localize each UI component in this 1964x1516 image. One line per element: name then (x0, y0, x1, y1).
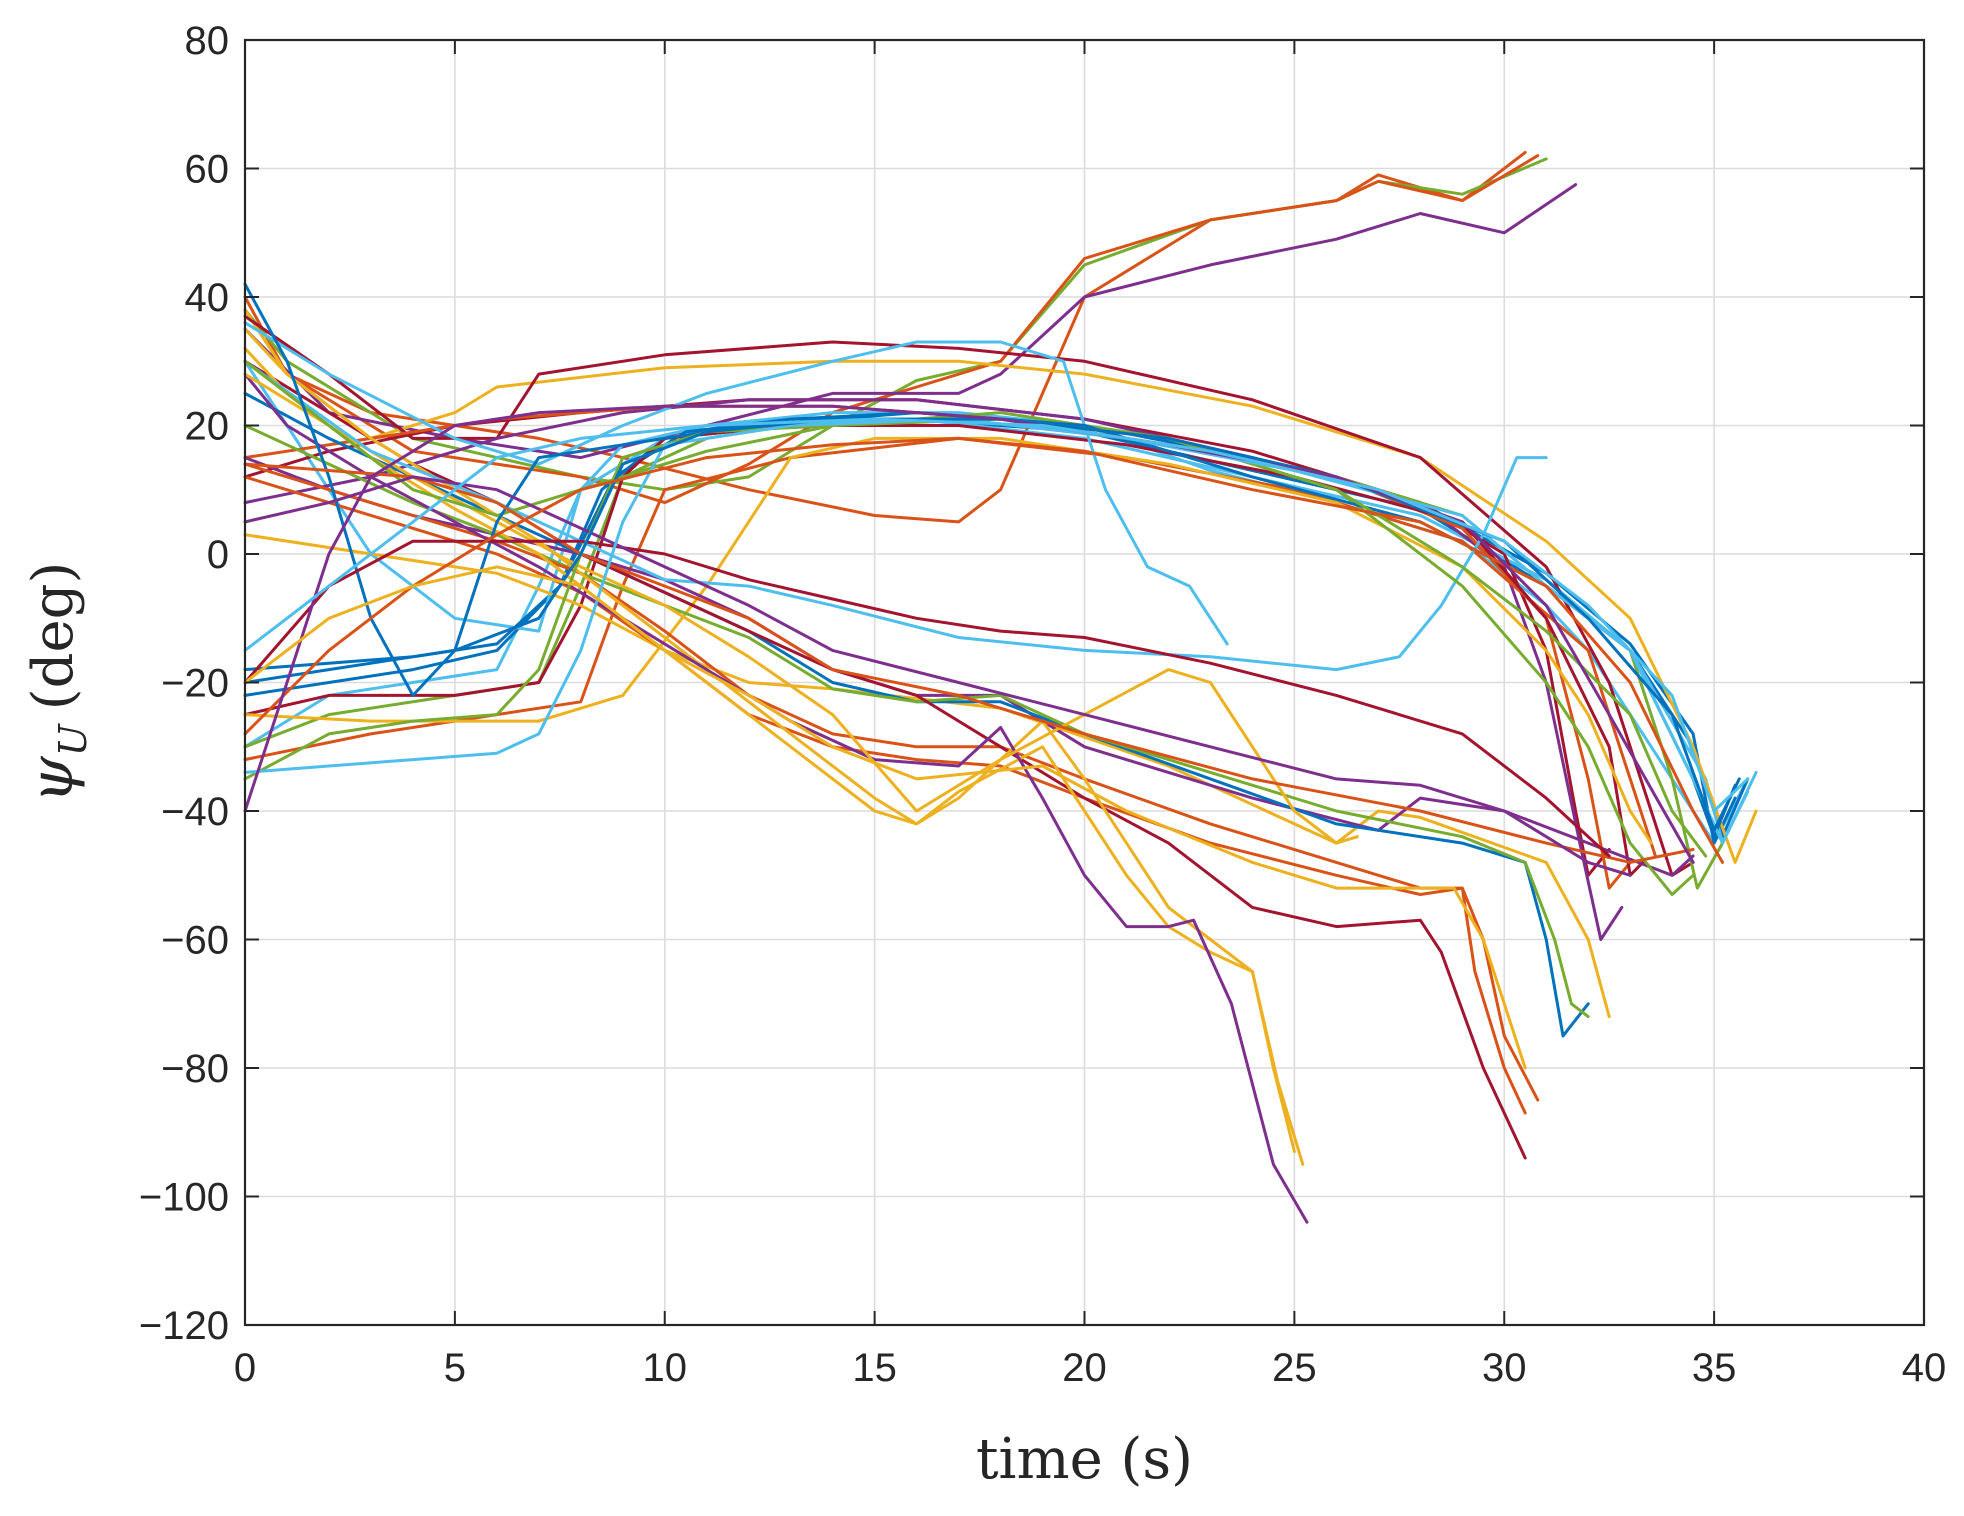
series-line-18 (243, 533, 1611, 1019)
series-line-27 (243, 372, 1309, 1224)
series-line-5 (243, 411, 1750, 845)
series-line-4 (243, 183, 1578, 460)
series-line-41 (243, 417, 1750, 813)
series-line-36 (243, 417, 1708, 858)
series-lines (243, 150, 1758, 1224)
series-line-42 (243, 565, 1527, 1070)
x-tick-label: 15 (852, 1346, 897, 1390)
y-tick-label: 80 (185, 19, 230, 63)
y-tick-labels: −120 −100 −80 −60 −40 −20 0 20 40 60 80 (139, 19, 229, 1348)
series-line-21 (243, 424, 1590, 1019)
y-axis-label-subscript: U (51, 722, 95, 756)
x-tick-label: 40 (1902, 1346, 1947, 1390)
series-line-33 (243, 462, 1695, 864)
y-tick-label: 20 (185, 405, 230, 449)
x-tick-label: 5 (444, 1346, 466, 1390)
y-tick-label: 40 (185, 276, 230, 320)
y-tick-label: −60 (161, 919, 229, 963)
x-tick-label: 25 (1272, 1346, 1317, 1390)
series-line-29 (243, 359, 1548, 672)
series-line-39 (243, 436, 1724, 864)
series-line-15 (243, 436, 1657, 858)
y-axis-label-symbol: ψ (17, 755, 87, 803)
y-axis-label-unit: (deg) (21, 562, 86, 711)
y-tick-label: −120 (139, 1304, 229, 1348)
y-axis-label: ψU (deg) (17, 562, 95, 804)
x-tick-label: 35 (1692, 1346, 1737, 1390)
series-line-37 (243, 417, 1750, 845)
y-tick-label: 0 (207, 533, 229, 577)
series-line-35 (243, 475, 1632, 877)
series-line-34 (243, 539, 1611, 858)
x-tick-labels: 0 5 10 15 20 25 30 35 40 (234, 1346, 1946, 1390)
x-tick-label: 20 (1062, 1346, 1107, 1390)
series-line-26 (243, 346, 1305, 1166)
y-tick-label: −40 (161, 790, 229, 834)
y-tick-label: 60 (185, 148, 230, 192)
series-line-16 (243, 424, 1645, 877)
y-tick-label: −20 (161, 662, 229, 706)
series-line-30 (243, 321, 1229, 646)
grid-lines (244, 39, 1925, 1326)
series-line-40 (243, 404, 1695, 864)
y-tick-label: −100 (139, 1176, 229, 1220)
tick-marks (244, 39, 1925, 1326)
x-tick-label: 0 (234, 1346, 256, 1390)
x-tick-label: 10 (643, 1346, 688, 1390)
series-line-1 (243, 150, 1527, 524)
x-axis-label: time (s) (976, 1427, 1193, 1492)
y-tick-label: −80 (161, 1047, 229, 1091)
series-line-23 (243, 475, 1527, 1115)
series-line-38 (243, 417, 1741, 832)
x-tick-label: 30 (1482, 1346, 1527, 1390)
